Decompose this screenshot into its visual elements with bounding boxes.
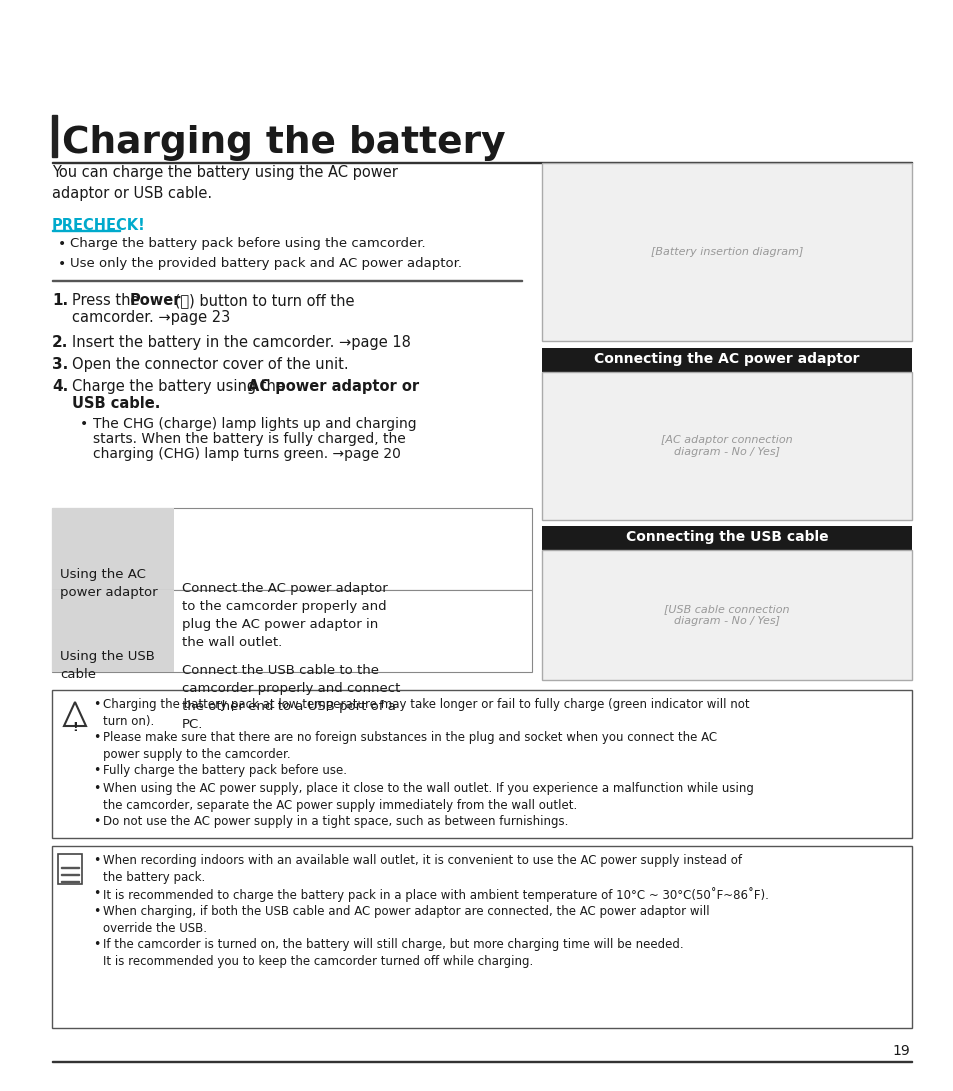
Text: starts. When the battery is fully charged, the: starts. When the battery is fully charge… xyxy=(92,432,405,446)
Bar xyxy=(541,526,911,550)
Text: Connecting the USB cable: Connecting the USB cable xyxy=(625,530,827,544)
Text: Connect the USB cable to the
camcorder properly and connect
the other end to a U: Connect the USB cable to the camcorder p… xyxy=(182,664,400,731)
Bar xyxy=(52,690,911,838)
Text: When using the AC power supply, place it close to the wall outlet. If you experi: When using the AC power supply, place it… xyxy=(103,782,753,812)
Text: Press the: Press the xyxy=(71,293,144,308)
Text: Using the USB
cable: Using the USB cable xyxy=(60,650,154,681)
Text: Using the AC
power adaptor: Using the AC power adaptor xyxy=(60,568,157,599)
Text: You can charge the battery using the AC power
adaptor or USB cable.: You can charge the battery using the AC … xyxy=(52,165,397,201)
Text: •: • xyxy=(80,417,89,431)
Text: AC power adaptor or: AC power adaptor or xyxy=(248,379,418,394)
Text: •: • xyxy=(58,237,66,251)
Text: [USB cable connection
diagram - No / Yes]: [USB cable connection diagram - No / Yes… xyxy=(663,604,789,626)
Bar xyxy=(52,508,532,590)
Bar xyxy=(541,372,911,520)
Text: •: • xyxy=(92,782,100,795)
Text: •: • xyxy=(92,887,100,900)
Bar xyxy=(58,854,82,884)
Text: [AC adaptor connection
diagram - No / Yes]: [AC adaptor connection diagram - No / Ye… xyxy=(660,435,792,457)
Text: •: • xyxy=(92,698,100,711)
Text: 4.: 4. xyxy=(52,379,69,394)
Bar xyxy=(541,163,911,341)
Text: Power: Power xyxy=(130,293,181,308)
Text: Charge the battery pack before using the camcorder.: Charge the battery pack before using the… xyxy=(70,237,425,250)
Text: Charge the battery using the: Charge the battery using the xyxy=(71,379,289,394)
Text: Do not use the AC power supply in a tight space, such as between furnishings.: Do not use the AC power supply in a tigh… xyxy=(103,815,568,828)
Bar xyxy=(541,550,911,680)
Bar xyxy=(52,1060,911,1062)
Text: Charging the battery: Charging the battery xyxy=(62,125,505,161)
Text: •: • xyxy=(92,731,100,744)
Text: charging (CHG) lamp turns green. →page 20: charging (CHG) lamp turns green. →page 2… xyxy=(92,447,400,461)
Text: [Battery insertion diagram]: [Battery insertion diagram] xyxy=(650,247,802,257)
Bar xyxy=(52,590,532,672)
Text: camcorder. →page 23: camcorder. →page 23 xyxy=(71,310,230,325)
Text: If the camcorder is turned on, the battery will still charge, but more charging : If the camcorder is turned on, the batte… xyxy=(103,938,683,968)
Text: It is recommended to charge the battery pack in a place with ambient temperature: It is recommended to charge the battery … xyxy=(103,887,768,902)
Text: !: ! xyxy=(72,721,78,734)
Text: 1.: 1. xyxy=(52,293,68,308)
Text: Connecting the AC power adaptor: Connecting the AC power adaptor xyxy=(594,352,859,365)
Text: Connect the AC power adaptor
to the camcorder properly and
plug the AC power ada: Connect the AC power adaptor to the camc… xyxy=(182,582,387,649)
Text: PRECHECK!: PRECHECK! xyxy=(52,218,146,233)
Text: •: • xyxy=(92,854,100,867)
Text: •: • xyxy=(58,257,66,271)
Bar xyxy=(541,348,911,372)
Text: When recording indoors with an available wall outlet, it is convenient to use th: When recording indoors with an available… xyxy=(103,854,741,884)
Bar xyxy=(52,161,911,163)
Bar xyxy=(52,590,173,672)
Text: •: • xyxy=(92,938,100,951)
Text: •: • xyxy=(92,906,100,918)
Text: USB cable.: USB cable. xyxy=(71,396,160,411)
Text: 3.: 3. xyxy=(52,357,69,372)
Text: 19: 19 xyxy=(891,1044,909,1058)
Text: The CHG (charge) lamp lights up and charging: The CHG (charge) lamp lights up and char… xyxy=(92,417,416,431)
Bar xyxy=(52,115,57,157)
Text: (⏻) button to turn off the: (⏻) button to turn off the xyxy=(170,293,355,308)
Text: Please make sure that there are no foreign substances in the plug and socket whe: Please make sure that there are no forei… xyxy=(103,731,717,762)
Text: Use only the provided battery pack and AC power adaptor.: Use only the provided battery pack and A… xyxy=(70,257,461,269)
Text: •: • xyxy=(92,815,100,828)
Bar xyxy=(52,508,173,590)
Text: Insert the battery in the camcorder. →page 18: Insert the battery in the camcorder. →pa… xyxy=(71,335,411,350)
Bar xyxy=(52,846,911,1028)
Text: Fully charge the battery pack before use.: Fully charge the battery pack before use… xyxy=(103,764,347,777)
Text: Open the connector cover of the unit.: Open the connector cover of the unit. xyxy=(71,357,348,372)
Text: •: • xyxy=(92,764,100,777)
Polygon shape xyxy=(64,702,86,726)
Text: When charging, if both the USB cable and AC power adaptor are connected, the AC : When charging, if both the USB cable and… xyxy=(103,906,709,935)
Text: Charging the battery pack at low temperature may take longer or fail to fully ch: Charging the battery pack at low tempera… xyxy=(103,698,749,728)
Text: 2.: 2. xyxy=(52,335,69,350)
